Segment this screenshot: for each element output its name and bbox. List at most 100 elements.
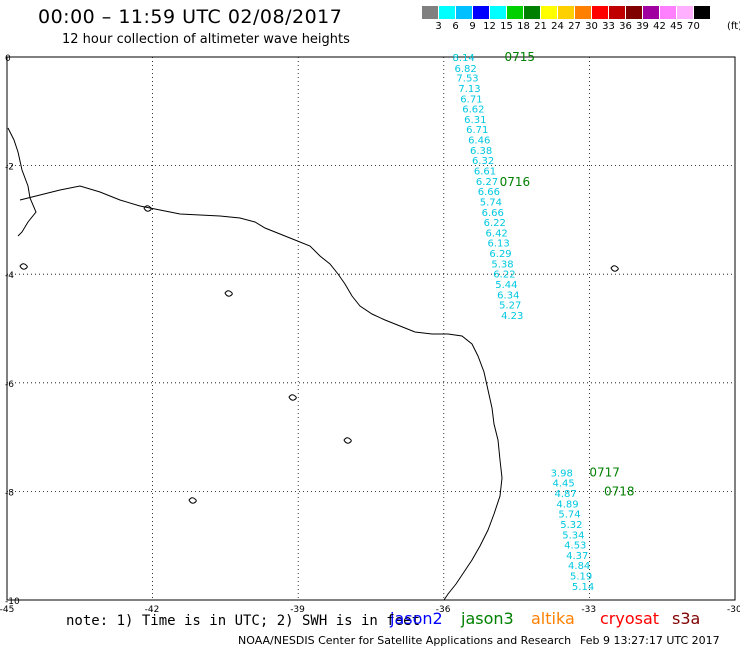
wave-height-value: 6.61 [474,166,496,177]
color-swatch [524,6,541,19]
wave-height-value: 4.87 [554,489,576,500]
wave-height-value: 6.66 [478,187,500,198]
credit-timestamp: Feb 9 13:27:17 UTC 2017 [580,634,720,647]
color-swatch [456,6,473,19]
color-scale-tick: 15 [500,21,513,32]
legend-item-cryosat: cryosat [600,609,660,628]
color-swatch [558,6,575,19]
wave-height-value: 3.98 [551,468,573,479]
wave-height-value: 6.46 [468,136,490,147]
legend-item-s3a: s3a [672,609,701,628]
color-swatch [439,6,456,19]
wave-height-value: 4.37 [566,551,588,562]
lat-tick-label: -6 [5,380,14,390]
coastline-main [19,185,503,601]
wave-height-value: 8.14 [453,53,475,64]
wave-height-value: 6.22 [493,270,515,281]
color-scale-tick: 70 [687,21,700,32]
lon-tick-label: -39 [290,605,305,615]
color-scale-tick: 45 [670,21,683,32]
color-scale-tick: 33 [602,21,615,32]
color-scale-labels: 3 6 9 12 15 18 21 24 27 30 33 36 39 42 45 70 [422,21,702,32]
color-swatch [507,6,524,19]
wave-height-value: 6.71 [466,125,488,136]
wave-height-value: 6.82 [454,64,476,75]
color-scale-tick: 6 [452,21,459,32]
lon-tick-label: -30 [727,605,740,615]
color-scale-tick: 42 [653,21,666,32]
color-scale-tick: 24 [551,21,564,32]
color-swatch [473,6,490,19]
wave-height-value: 6.32 [472,156,494,167]
wave-height-value: 4.23 [501,311,523,322]
wave-height-value: 4.84 [568,561,590,572]
pass-time-label: 0717 [589,465,620,479]
island [19,263,28,270]
wave-height-value: 6.66 [482,208,504,219]
page-title: 00:00 – 11:59 UTC 02/08/2017 [38,6,343,28]
pass-time-label: 0716 [500,175,531,189]
legend-item-altika: altika [531,609,575,628]
color-scale-tick: 3 [435,21,442,32]
time-labels: 0715 0716 0717 0718 [500,50,635,498]
color-scale-tick: 18 [517,21,530,32]
island [610,265,619,272]
color-scale-tick: 27 [568,21,581,32]
color-swatch [575,6,592,19]
wave-height-value: 5.74 [558,510,580,521]
lat-tick-label: -10 [5,597,20,607]
color-scale-tick: 12 [483,21,496,32]
wave-height-value: 6.34 [497,290,519,301]
page-subtitle: 12 hour collection of altimeter wave hei… [62,32,350,47]
lon-tick-label: -33 [581,605,596,615]
color-scale-tick: 36 [619,21,632,32]
wave-height-value: 5.38 [491,259,513,270]
color-swatch [677,6,694,19]
color-swatch [660,6,677,19]
lat-tick-label: -4 [5,271,14,281]
footer-note: note: 1) Time is in UTC; 2) SWH is in fe… [66,613,421,629]
wave-height-value: 6.71 [460,94,482,105]
lat-tick-label: -2 [5,163,14,173]
island [143,205,152,212]
wave-height-value: 4.89 [556,499,578,510]
coastline-north [7,127,37,237]
lat-tick-label: -8 [5,488,14,498]
wave-height-value: 6.27 [476,177,498,188]
color-scale-tick: 39 [636,21,649,32]
wave-height-value: 6.13 [487,239,509,250]
legend-item-jason2: jason2 [390,609,443,628]
map-frame [6,56,736,601]
map-tick-labels: -45 -42 -39 -36 -33 -30 0 -2 -4 -6 -8 -10 [0,54,740,615]
wave-height-value: 5.19 [570,572,592,583]
wave-height-value: 6.29 [489,249,511,260]
pass-time-label: 0718 [604,484,635,498]
color-scale-tick: 30 [585,21,598,32]
color-swatch [541,6,558,19]
island [343,437,352,444]
wave-height-value: 7.13 [458,84,480,95]
wave-height-value: 6.42 [486,228,508,239]
wave-height-value: 5.74 [480,197,502,208]
wave-height-value: 7.53 [456,74,478,85]
credit-text: NOAA/NESDIS Center for Satellite Applica… [238,634,572,647]
pass-time-label: 0715 [504,50,535,64]
lon-tick-label: -36 [436,605,451,615]
wave-height-value: 6.31 [464,115,486,126]
lon-tick-label: -42 [145,605,160,615]
color-swatch [422,6,439,19]
color-scale-tick: 21 [534,21,547,32]
island [288,394,297,401]
color-swatch [643,6,660,19]
color-swatch [592,6,609,19]
map-grid [6,56,736,601]
island [224,290,233,297]
color-scale-bar [422,6,711,19]
wave-height-value: 5.34 [562,530,584,541]
wave-height-value: 5.32 [560,520,582,531]
island [188,497,197,504]
color-scale-tick: 9 [469,21,476,32]
wave-height-value: 5.14 [572,582,594,593]
wave-height-value: 5.44 [495,280,517,291]
